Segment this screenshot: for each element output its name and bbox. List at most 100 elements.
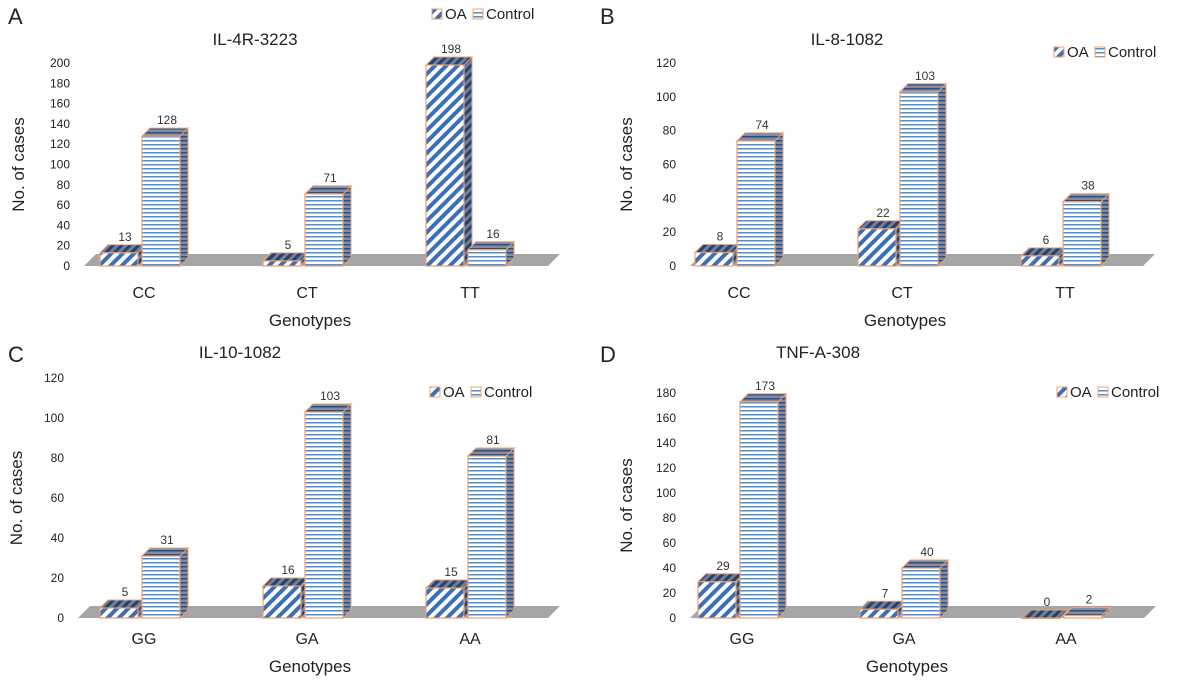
x-tick-label: AA (459, 631, 481, 648)
y-tick-label: 120 (656, 461, 676, 475)
legend: OA Control (1053, 44, 1156, 61)
bar-front-face (304, 193, 344, 267)
y-tick-label: 80 (663, 124, 677, 138)
data-label: 103 (320, 389, 340, 403)
chart-panel-c: C IL-10-1082 OA Control No. of cases 0 20 40 60 8… (0, 338, 592, 676)
x-axis-label: Genotypes (864, 311, 946, 330)
legend-label-control: Control (484, 384, 532, 401)
bar-control-ct (303, 184, 353, 268)
bar-side-face (179, 546, 189, 620)
y-tick-label: 120 (656, 56, 676, 70)
bar-side-face (1100, 192, 1110, 268)
bar-top-face (466, 447, 516, 457)
legend-swatch-oa (431, 8, 443, 20)
y-tick-label: 100 (656, 90, 676, 104)
bar-top-face (303, 185, 353, 195)
y-tick-label: 120 (50, 137, 70, 151)
y-tick-label: 40 (57, 218, 71, 232)
legend-swatch-control (1097, 386, 1109, 398)
legend-swatch-oa (429, 386, 441, 398)
bar-front-face (1021, 617, 1061, 620)
bar-front-face (262, 260, 302, 267)
bar-oa-gg (98, 598, 148, 620)
bar-side-face (505, 446, 515, 620)
bar-control-ga (303, 402, 353, 620)
y-tick-label: 20 (57, 239, 71, 253)
bar-front-face (1020, 255, 1060, 267)
bar-top-face (1061, 193, 1111, 203)
x-tick-label: CC (132, 285, 155, 302)
bar-side-face (342, 402, 352, 620)
bar-control-cc (140, 126, 190, 268)
legend-swatch-control (470, 386, 482, 398)
bar-oa-gg (696, 572, 746, 620)
y-tick-label: 160 (656, 411, 676, 425)
legend-swatch-oa (1056, 386, 1068, 398)
legend-label-oa: OA (1070, 384, 1092, 401)
y-tick-label: 20 (663, 225, 677, 239)
data-label: 7 (882, 586, 889, 600)
x-axis-label: Genotypes (269, 657, 351, 676)
y-tick-label: 100 (44, 411, 64, 425)
bar-control-ga (900, 558, 950, 620)
data-label: 38 (1081, 179, 1095, 193)
y-tick-label: 60 (51, 491, 65, 505)
y-tick-label: 60 (663, 158, 677, 172)
legend-label-control: Control (1108, 44, 1156, 61)
y-tick-label: 160 (50, 97, 70, 111)
data-label: 2 (1086, 593, 1093, 607)
chart-title: TNF-A-308 (776, 343, 860, 362)
bar-top-face (1062, 607, 1112, 616)
data-label: 81 (486, 433, 500, 447)
x-tick-label: GA (892, 631, 915, 648)
chart-panel-b: B IL-8-1082 OA Control No. of cases 0 20 40 60 80… (592, 0, 1184, 338)
bar-control-tt (466, 240, 516, 268)
bar-top-face (1020, 609, 1070, 619)
bar-control-tt (1061, 192, 1111, 268)
chart-panel-a: A IL-4R-3223 OA Control No. of cases 0 20 40 60 8… (0, 0, 592, 338)
y-tick-label: 180 (656, 386, 676, 400)
bar-top-face (424, 56, 474, 66)
legend-label-control: Control (486, 6, 534, 23)
legend-swatch-oa (1053, 46, 1065, 58)
x-tick-label: CC (727, 285, 750, 302)
x-tick-label: GG (132, 631, 157, 648)
data-label: 22 (876, 206, 890, 220)
y-tick-label: 40 (51, 531, 65, 545)
y-tick-label: 20 (663, 586, 677, 600)
y-tick-label: 60 (57, 198, 71, 212)
y-tick-label: 40 (663, 191, 677, 205)
x-axis-label: Genotypes (866, 657, 948, 676)
y-tick-label: 0 (669, 611, 676, 625)
bar-chart: B IL-8-1082 OA Control No. of cases 0 20 40 60 80… (600, 4, 1156, 330)
bar-front-face (467, 455, 507, 619)
bar-side-face (937, 82, 947, 268)
bar-oa-aa (1020, 609, 1070, 620)
panel-letter: D (600, 342, 616, 367)
chart-title: IL-10-1082 (199, 343, 281, 362)
y-tick-label: 0 (57, 611, 64, 625)
data-label: 71 (323, 171, 337, 185)
panel-letter: C (8, 342, 24, 367)
bar-front-face (141, 135, 181, 267)
data-label: 8 (717, 229, 724, 243)
x-tick-label: AA (1055, 631, 1077, 648)
bar-side-face (463, 55, 473, 268)
bar-top-face (261, 252, 311, 262)
bar-side-face (777, 392, 787, 620)
bar-side-face (939, 558, 949, 620)
bar-front-face (99, 607, 139, 619)
bar-oa-aa (424, 578, 474, 620)
bar-side-face (774, 131, 784, 268)
bar-control-ct (898, 82, 948, 268)
data-label: 173 (755, 379, 775, 393)
bar-top-face (98, 244, 148, 254)
bar-top-face (140, 127, 190, 137)
bar-top-face (140, 547, 190, 557)
bar-top-face (738, 393, 788, 403)
y-axis-label: No. of cases (617, 458, 636, 553)
data-label: 13 (118, 230, 132, 244)
y-tick-label: 80 (57, 178, 71, 192)
bar-side-face (342, 184, 352, 268)
